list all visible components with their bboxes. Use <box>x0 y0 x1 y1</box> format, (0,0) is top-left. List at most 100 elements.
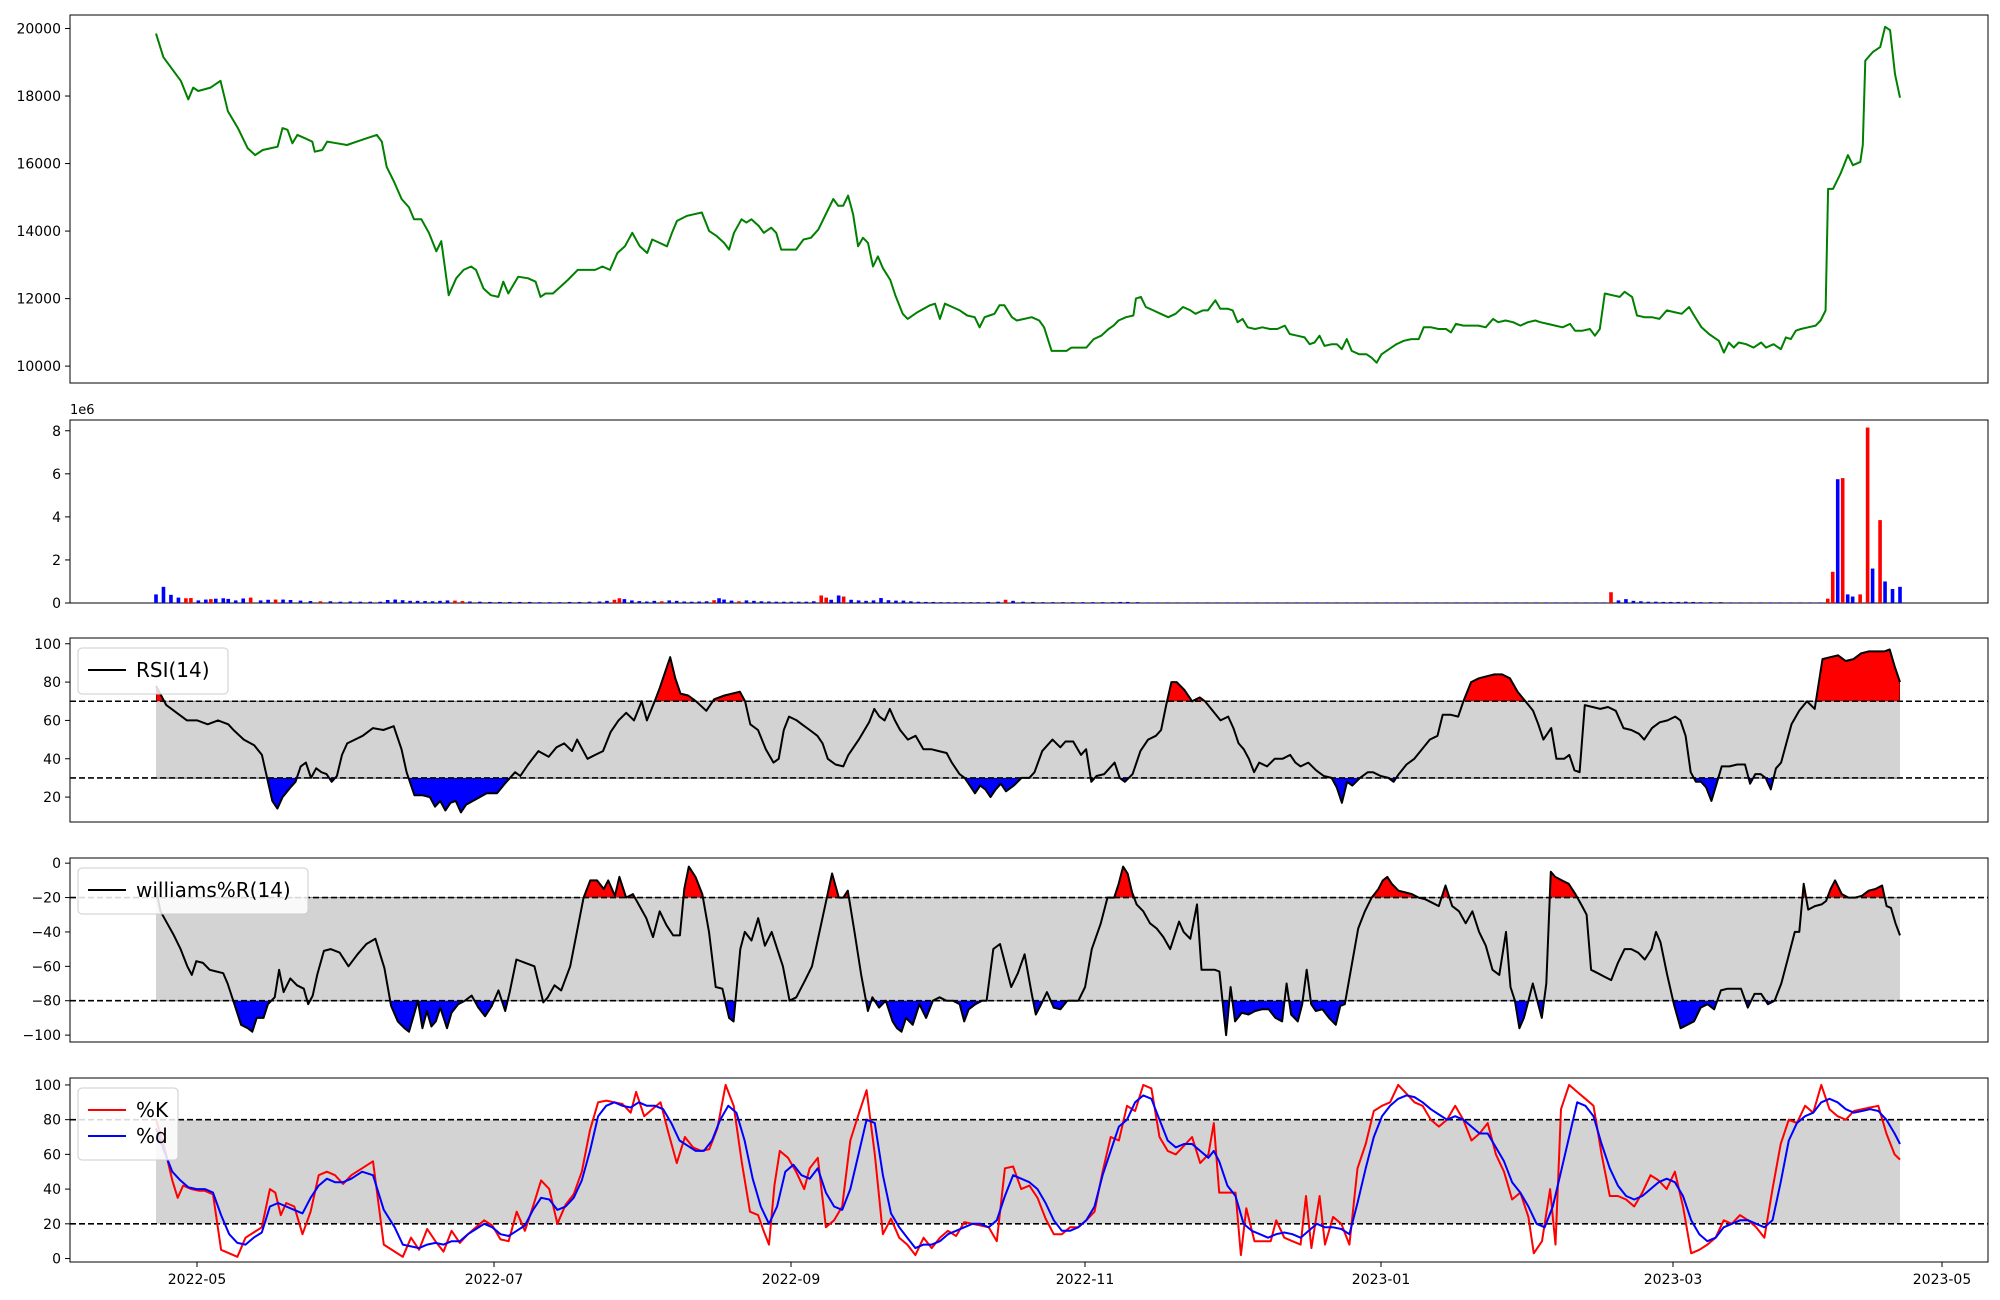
volume-bar <box>1414 602 1419 603</box>
volume-bar <box>1145 602 1150 603</box>
volume-bar <box>767 601 771 603</box>
volume-bar <box>1661 601 1666 603</box>
volume-bar <box>1335 602 1339 603</box>
volume-bar <box>674 600 679 603</box>
volume-bar <box>281 599 285 603</box>
volume-bar <box>1394 602 1399 603</box>
volume-bar <box>196 600 201 603</box>
volume-bar <box>1840 478 1845 603</box>
volume-bar <box>338 601 343 603</box>
volume-bar <box>273 599 278 603</box>
y-tick-label: 80 <box>43 675 61 691</box>
volume-bar <box>378 601 383 603</box>
volume-bar <box>1110 602 1115 603</box>
volume-bar <box>946 602 951 603</box>
volume-bar <box>1728 602 1733 603</box>
volume-bar <box>1325 602 1329 603</box>
volume-bar <box>1718 602 1723 603</box>
volume-bar <box>221 598 226 603</box>
volume-bar <box>894 600 898 603</box>
volume-bar <box>667 600 672 603</box>
volume-bar <box>901 600 906 603</box>
volume-bar <box>488 601 492 603</box>
volume-bar <box>547 602 552 603</box>
volume-bar <box>288 599 293 603</box>
volume-bar <box>796 601 801 603</box>
volume-bar <box>348 601 353 603</box>
y-tick-label: −100 <box>23 1028 61 1044</box>
volume-bar <box>1514 602 1519 603</box>
y-tick-label: 14000 <box>16 224 61 240</box>
volume-bar <box>1544 602 1549 603</box>
volume-bar <box>1011 600 1015 603</box>
volume-bar <box>169 594 173 603</box>
volume-bar <box>597 601 602 603</box>
volume-bar <box>712 600 716 603</box>
volume-bar <box>1778 602 1783 603</box>
volume-bar <box>1898 586 1902 603</box>
y-tick-label: 20000 <box>16 22 61 38</box>
volume-bar <box>1051 602 1055 603</box>
overbought-fill <box>156 865 1900 898</box>
volume-bar <box>1835 479 1840 603</box>
volume-bar <box>744 600 749 603</box>
volume-bar <box>1165 602 1170 603</box>
volume-bar <box>630 600 634 603</box>
volume-bar <box>824 597 828 603</box>
volume-bar <box>1021 601 1025 603</box>
y-tick-label: 40 <box>43 752 61 768</box>
volume-bar <box>1616 600 1621 603</box>
volume-bar <box>1305 602 1309 603</box>
volume-bar <box>804 601 809 603</box>
volume-bar <box>717 598 721 603</box>
volume-bar <box>871 600 876 603</box>
volume-bar <box>697 601 701 603</box>
volume-bar <box>1748 602 1753 603</box>
volume-bar <box>1798 602 1803 603</box>
volume-bar <box>1698 602 1703 603</box>
volume-bar <box>1683 601 1688 603</box>
volume-bar <box>328 601 333 603</box>
volume-bar <box>358 601 363 603</box>
volume-bar <box>1205 602 1210 603</box>
volume-bar <box>909 601 913 603</box>
volume-bar <box>233 600 238 603</box>
volume-bar <box>1708 602 1713 603</box>
volume-bar <box>1090 602 1095 603</box>
volume-bar <box>722 599 726 603</box>
x-axis: 2022-05 2022-07 2022-09 2022-11 2023-01 2023-… <box>168 1262 1971 1288</box>
volume-bar <box>1870 568 1875 603</box>
y-tick-label: 2 <box>52 553 61 569</box>
volume-bar <box>1818 602 1823 603</box>
volume-bar <box>1504 602 1509 603</box>
volume-bar <box>612 599 617 603</box>
y-tick-label: 0 <box>52 856 61 872</box>
volume-bar <box>704 601 709 603</box>
x-tick-label: 2022-09 <box>762 1272 821 1288</box>
volume-bar <box>961 602 966 603</box>
volume-bar <box>537 602 542 603</box>
volume-bar <box>1768 602 1773 603</box>
volume-bar <box>1808 602 1813 603</box>
volume-bar <box>213 598 218 603</box>
volume-bar <box>423 601 427 603</box>
volume-bar <box>1858 594 1862 603</box>
volume-bar <box>1601 602 1606 603</box>
volume-bar <box>184 598 188 603</box>
volume-bar <box>916 601 921 603</box>
x-tick-label: 2023-03 <box>1644 1272 1703 1288</box>
legend-box <box>77 647 229 695</box>
volume-bar <box>931 601 936 603</box>
volume-bar <box>1609 592 1613 603</box>
volume-bar <box>1265 602 1269 603</box>
x-tick-label: 2023-01 <box>1352 1272 1411 1288</box>
volume-bar <box>1118 601 1122 603</box>
panel-3: 20 40 60 80 100 RSI(14) <box>34 637 1989 823</box>
x-tick-label: 2022-07 <box>465 1272 524 1288</box>
volume-bar <box>400 600 405 603</box>
volume-bar <box>1345 602 1349 603</box>
volume-bar <box>1355 602 1359 603</box>
plot-frame <box>69 14 1989 384</box>
volume-bar <box>1594 602 1598 603</box>
